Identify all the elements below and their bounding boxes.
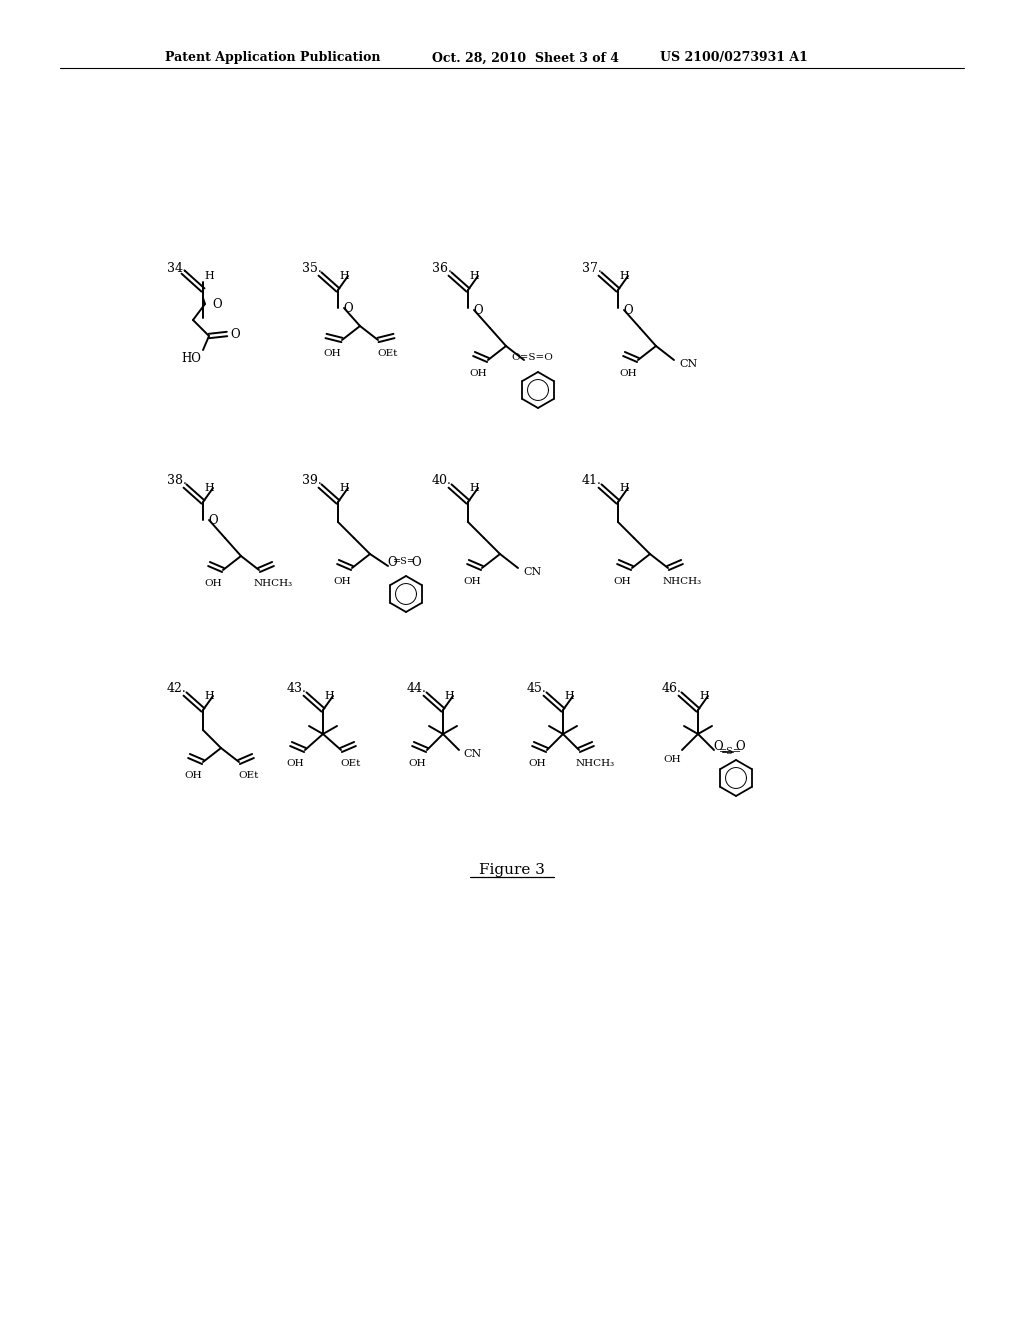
Text: 35.: 35. bbox=[302, 261, 322, 275]
Text: OH: OH bbox=[528, 759, 546, 768]
Text: 45.: 45. bbox=[527, 681, 547, 694]
Text: OEt: OEt bbox=[378, 350, 398, 359]
Text: CN: CN bbox=[679, 359, 697, 370]
Text: O: O bbox=[473, 304, 482, 317]
Text: 38.: 38. bbox=[167, 474, 186, 487]
Text: Oct. 28, 2010  Sheet 3 of 4: Oct. 28, 2010 Sheet 3 of 4 bbox=[432, 51, 618, 65]
Text: 40.: 40. bbox=[432, 474, 452, 487]
Text: H: H bbox=[204, 690, 214, 701]
Text: 41.: 41. bbox=[582, 474, 602, 487]
Text: O: O bbox=[208, 513, 218, 527]
Text: OH: OH bbox=[620, 370, 637, 379]
Text: OH: OH bbox=[664, 755, 681, 764]
Text: H: H bbox=[620, 271, 629, 281]
Text: OH: OH bbox=[409, 759, 426, 768]
Text: O: O bbox=[713, 739, 723, 752]
Text: 34.: 34. bbox=[167, 261, 186, 275]
Text: OH: OH bbox=[333, 578, 351, 586]
Text: OEt: OEt bbox=[239, 771, 259, 780]
Text: 39.: 39. bbox=[302, 474, 322, 487]
Text: 36.: 36. bbox=[432, 261, 452, 275]
Text: 46.: 46. bbox=[662, 681, 682, 694]
Text: H: H bbox=[699, 690, 709, 701]
Text: 42.: 42. bbox=[167, 681, 186, 694]
Text: OH: OH bbox=[204, 579, 222, 589]
Text: OH: OH bbox=[184, 771, 202, 780]
Text: H: H bbox=[204, 483, 214, 492]
Text: O=S=O: O=S=O bbox=[511, 354, 553, 363]
Text: Figure 3: Figure 3 bbox=[479, 863, 545, 876]
Text: OH: OH bbox=[324, 350, 341, 359]
Text: =S=: =S= bbox=[719, 747, 741, 756]
Text: H: H bbox=[325, 690, 334, 701]
Text: OH: OH bbox=[613, 578, 631, 586]
Text: US 2100/0273931 A1: US 2100/0273931 A1 bbox=[660, 51, 808, 65]
Text: CN: CN bbox=[464, 748, 482, 759]
Text: NHCH₃: NHCH₃ bbox=[575, 759, 614, 768]
Text: O: O bbox=[412, 556, 421, 569]
Text: H: H bbox=[339, 271, 349, 281]
Text: H: H bbox=[469, 271, 479, 281]
Text: H: H bbox=[564, 690, 573, 701]
Text: H: H bbox=[444, 690, 454, 701]
Text: NHCH₃: NHCH₃ bbox=[663, 578, 701, 586]
Text: OH: OH bbox=[469, 370, 486, 379]
Text: O: O bbox=[624, 304, 633, 317]
Text: O: O bbox=[387, 556, 397, 569]
Text: NHCH₃: NHCH₃ bbox=[253, 579, 293, 589]
Text: H: H bbox=[204, 271, 214, 281]
Text: O: O bbox=[343, 301, 353, 314]
Text: H: H bbox=[620, 483, 629, 492]
Text: H: H bbox=[339, 483, 349, 492]
Text: 43.: 43. bbox=[287, 681, 307, 694]
Text: O: O bbox=[212, 297, 222, 310]
Text: OH: OH bbox=[286, 759, 304, 768]
Text: O: O bbox=[230, 327, 240, 341]
Text: HO: HO bbox=[181, 351, 201, 364]
Text: H: H bbox=[469, 483, 479, 492]
Text: CN: CN bbox=[523, 568, 541, 577]
Text: 44.: 44. bbox=[407, 681, 427, 694]
Text: OEt: OEt bbox=[341, 759, 361, 768]
Text: O: O bbox=[735, 739, 744, 752]
Text: =S=: =S= bbox=[392, 557, 416, 566]
Text: OH: OH bbox=[463, 578, 481, 586]
Text: Patent Application Publication: Patent Application Publication bbox=[165, 51, 381, 65]
Text: 37.: 37. bbox=[582, 261, 602, 275]
